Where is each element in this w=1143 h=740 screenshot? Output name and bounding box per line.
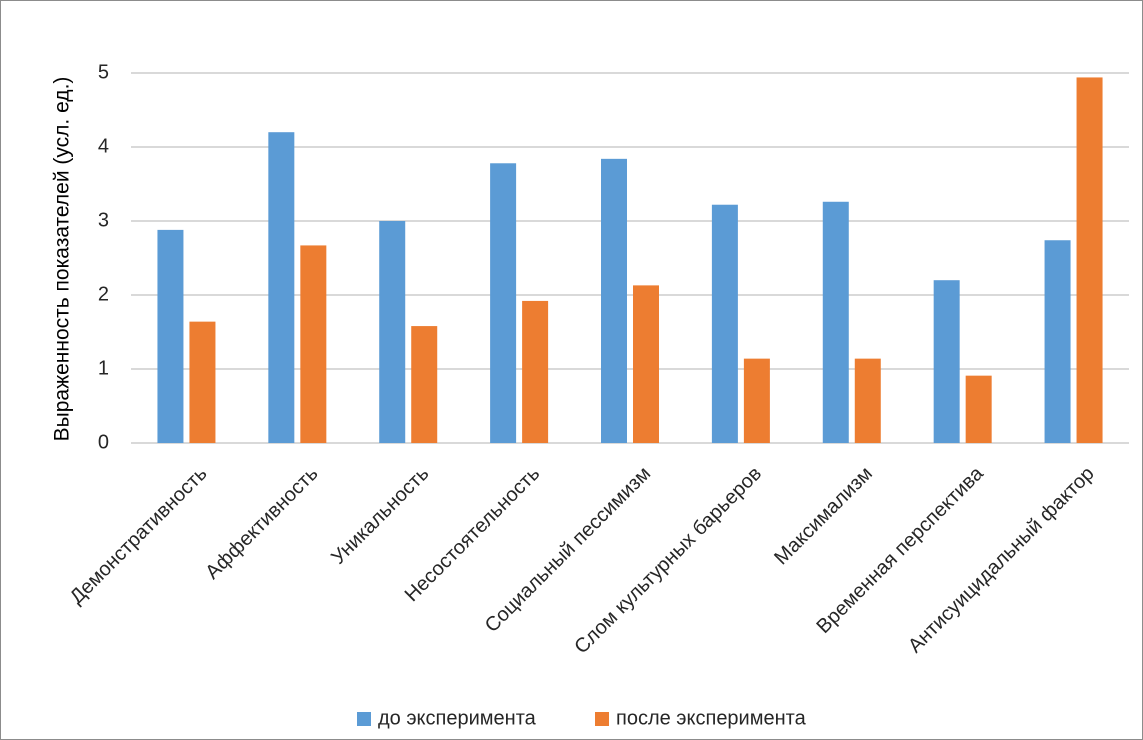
legend: до эксперимента после эксперимента [357, 707, 807, 729]
y-tick-label: 3 [98, 209, 109, 231]
y-tick-label: 2 [98, 283, 109, 305]
gridlines [131, 72, 1129, 370]
bars [157, 77, 1103, 443]
y-tick-label: 0 [98, 431, 109, 453]
bar [300, 245, 327, 443]
bar [601, 158, 627, 443]
x-category-label: Уникальность [327, 463, 433, 569]
bar [189, 321, 216, 443]
bar [633, 285, 659, 443]
bar [711, 204, 738, 443]
bar [157, 229, 184, 443]
legend-label: до эксперимента [378, 707, 537, 729]
x-category-label: Максимализм [770, 463, 877, 570]
y-tick-label: 4 [98, 135, 109, 157]
bar [411, 326, 438, 443]
y-tick-label: 5 [98, 61, 109, 83]
x-category-label: Демонстративность [66, 463, 212, 609]
bar [1044, 240, 1071, 443]
y-tick-label: 1 [98, 357, 109, 379]
bar [933, 280, 960, 443]
bar [522, 300, 549, 443]
bar [854, 358, 881, 443]
bar [743, 358, 770, 443]
x-category-label: Антисуицидальный фактор [904, 463, 1099, 658]
x-category-label: Слом культурных барьеров [570, 463, 766, 659]
bar [822, 201, 849, 443]
y-tick-labels: 0 1 2 3 4 5 [98, 61, 109, 453]
bar [379, 221, 406, 443]
bar [490, 163, 517, 443]
legend-swatch [595, 712, 609, 726]
x-category-label: Аффективность [201, 463, 322, 584]
legend-swatch [357, 712, 371, 726]
bar [965, 375, 992, 443]
bar [1076, 77, 1103, 443]
legend-label: после эксперимента [616, 707, 807, 729]
bar [268, 132, 295, 443]
y-axis-label: Выраженность показателей (усл. ед.) [51, 77, 74, 442]
